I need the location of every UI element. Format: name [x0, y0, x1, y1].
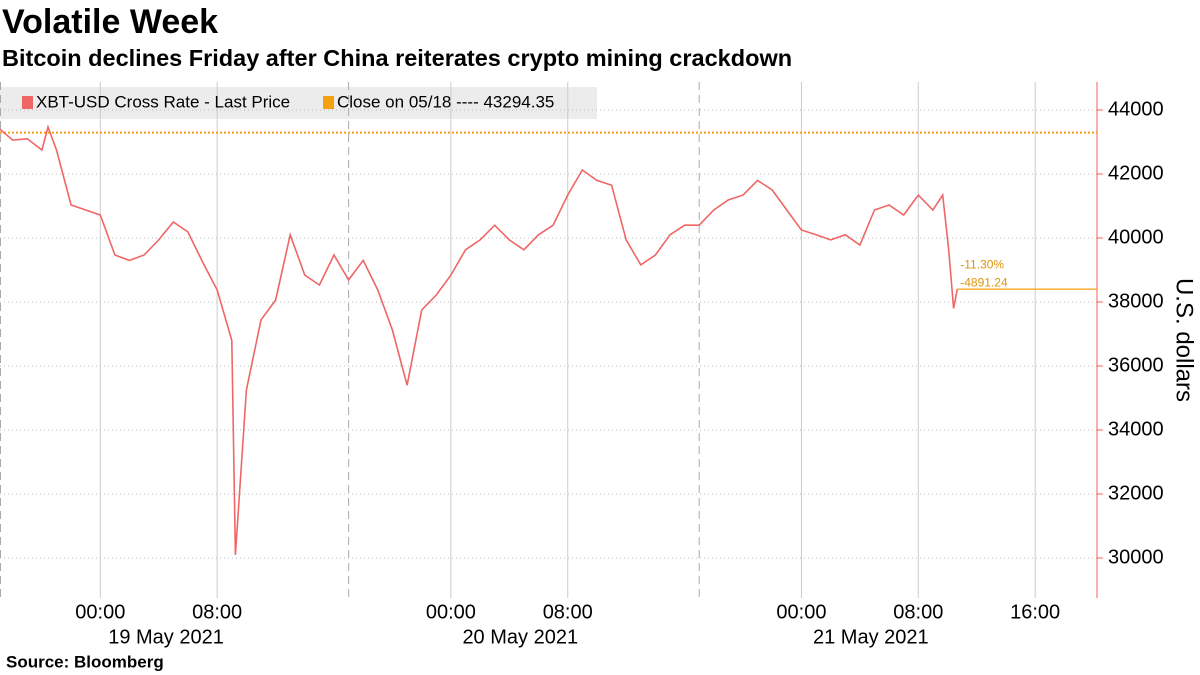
- legend-label: Close on 05/18 ---- 43294.35: [337, 92, 554, 111]
- legend-label: XBT-USD Cross Rate - Last Price: [36, 92, 290, 111]
- x-tick-label: 08:00: [543, 601, 593, 623]
- y-tick-label: 32000: [1108, 482, 1164, 504]
- x-tick-label: 08:00: [192, 601, 242, 623]
- y-tick-label: 42000: [1108, 162, 1164, 184]
- price-line: [0, 124, 959, 555]
- x-date-label: 19 May 2021: [108, 626, 224, 648]
- x-tick-label: 00:00: [426, 601, 476, 623]
- y-axis-label: U.S. dollars: [1171, 278, 1198, 402]
- legend-box: [0, 87, 597, 119]
- y-tick-label: 44000: [1108, 98, 1164, 120]
- x-date-label: 20 May 2021: [462, 626, 578, 648]
- source: Source: Bloomberg: [6, 652, 164, 671]
- y-tick-label: 34000: [1108, 418, 1164, 440]
- y-tick-label: 38000: [1108, 290, 1164, 312]
- y-tick-label: 36000: [1108, 354, 1164, 376]
- x-tick-label: 00:00: [776, 601, 826, 623]
- x-tick-label: 16:00: [1010, 601, 1060, 623]
- x-tick-label: 00:00: [75, 601, 125, 623]
- x-date-label: 21 May 2021: [813, 626, 929, 648]
- legend-swatch: [22, 96, 33, 109]
- chart-subtitle: Bitcoin declines Friday after China reit…: [2, 45, 792, 71]
- annotation: -4891.24: [960, 275, 1008, 289]
- chart-title: Volatile Week: [2, 3, 218, 41]
- annotation: -11.30%: [960, 257, 1004, 271]
- x-tick-label: 08:00: [893, 601, 943, 623]
- y-tick-label: 40000: [1108, 226, 1164, 248]
- y-tick-label: 30000: [1108, 546, 1164, 568]
- legend-swatch: [323, 96, 334, 109]
